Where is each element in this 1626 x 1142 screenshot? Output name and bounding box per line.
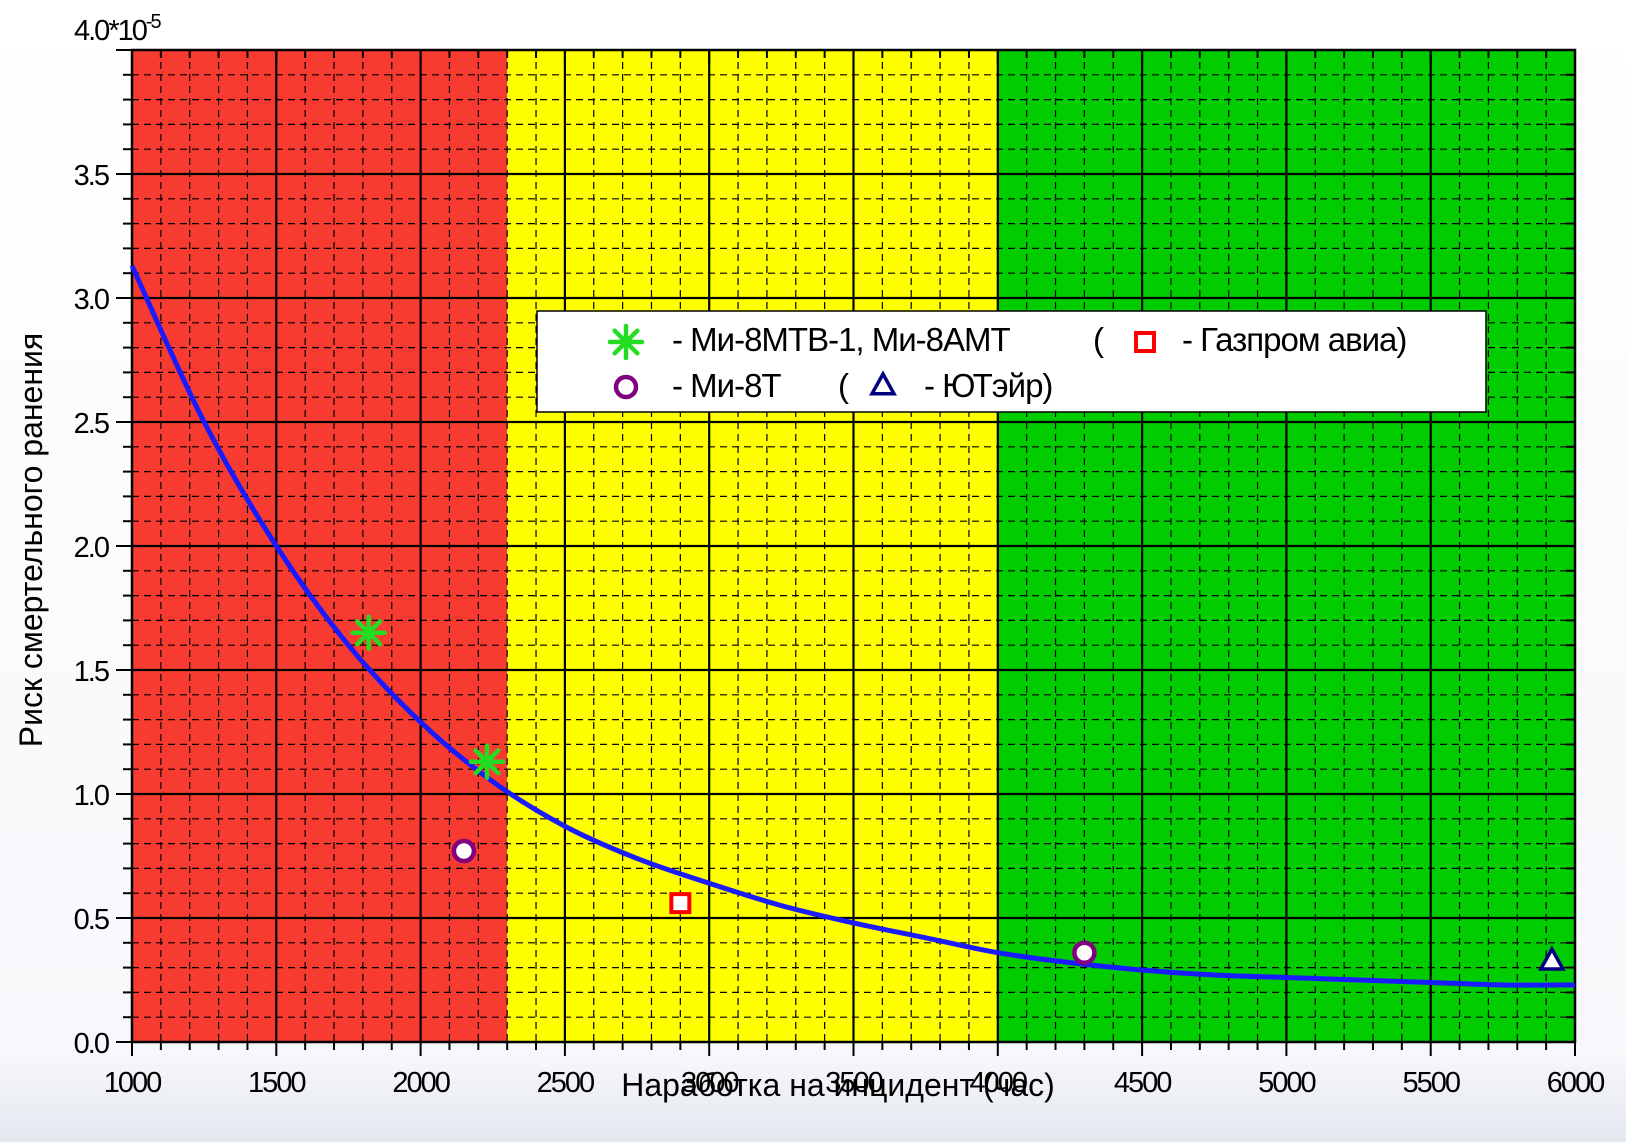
- risk-curve: [129, 264, 1576, 988]
- legend-label-mi8t: - Ми-8Т: [672, 367, 781, 404]
- y-multiplier-label: 4.0*10-5: [74, 11, 162, 47]
- x-tick-label: 5500: [1402, 1067, 1459, 1099]
- x-tick-label: 3500: [825, 1067, 882, 1099]
- data-points: [350, 614, 1566, 971]
- major-grid: [132, 50, 1575, 1042]
- y-axis-title: Риск смертельного ранения: [13, 333, 49, 747]
- y-tick-label: 1.0: [74, 780, 109, 812]
- legend-box: [536, 310, 1487, 413]
- legend-label-utair: - ЮТэйр): [924, 367, 1052, 404]
- data-point-circle: [451, 838, 477, 864]
- x-tick-labels: 1000 1500 2000 2500 3000 3500 4000 4500 5000 5500…: [104, 1067, 1606, 1099]
- y-tick-label: 0.0: [74, 1028, 109, 1060]
- data-point-square: [669, 892, 692, 915]
- legend-paren-open-1: (: [1093, 321, 1104, 358]
- axis-ticks: [116, 49, 1576, 1056]
- y-tick-label: 1.5: [74, 656, 109, 688]
- data-point-asterisk: [468, 743, 506, 781]
- data-point-asterisk: [350, 614, 387, 652]
- x-tick-label: 4000: [970, 1067, 1027, 1099]
- x-axis-title: Наработка на инцидент (час): [621, 1067, 1055, 1103]
- trend-curve: [129, 264, 1576, 988]
- x-tick-label: 2500: [537, 1067, 594, 1099]
- y-tick-label: 2.5: [74, 408, 109, 440]
- legend-label-mi8mtv: - Ми-8МТВ-1, Ми-8АМТ: [672, 321, 1011, 358]
- y-tick-label: 3.0: [74, 284, 109, 316]
- x-tick-label: 5000: [1258, 1067, 1315, 1099]
- x-tick-label: 2000: [392, 1067, 449, 1099]
- legend-marker-asterisk-stroke: [612, 328, 640, 356]
- plot-border: [130, 48, 1577, 1044]
- legend-markers: [607, 323, 1156, 400]
- legend-paren-open-2: (: [838, 367, 849, 404]
- data-point-triangle: [1537, 945, 1566, 971]
- plot-frame: [130, 48, 1577, 1044]
- x-tick-label: 6000: [1547, 1067, 1604, 1099]
- legend-marker-asterisk: [607, 323, 645, 361]
- legend-label-gazprom: - Газпром авиа): [1182, 321, 1406, 358]
- y-tick-label: 2.0: [74, 532, 109, 564]
- x-tick-label: 1000: [104, 1067, 161, 1099]
- y-tick-label: 3.5: [74, 160, 109, 192]
- legend-marker-circle: [613, 374, 639, 400]
- legend-marker-triangle: [869, 370, 897, 396]
- x-tick-label: 4500: [1114, 1067, 1171, 1099]
- legend: - Ми-8МТВ-1, Ми-8АМТ ( - Газпром авиа) -…: [536, 310, 1487, 413]
- legend-marker-square: [1134, 331, 1156, 353]
- x-tick-label: 3000: [681, 1067, 738, 1099]
- data-point-circle: [1072, 940, 1097, 965]
- y-tick-labels: 0.0 0.5 1.0 1.5 2.0 2.5 3.0 3.5: [74, 160, 111, 1060]
- x-tick-label: 1500: [248, 1067, 305, 1099]
- y-tick-label: 0.5: [74, 904, 109, 936]
- data-point-asterisk-stroke: [473, 748, 501, 776]
- data-point-asterisk-stroke: [355, 619, 383, 647]
